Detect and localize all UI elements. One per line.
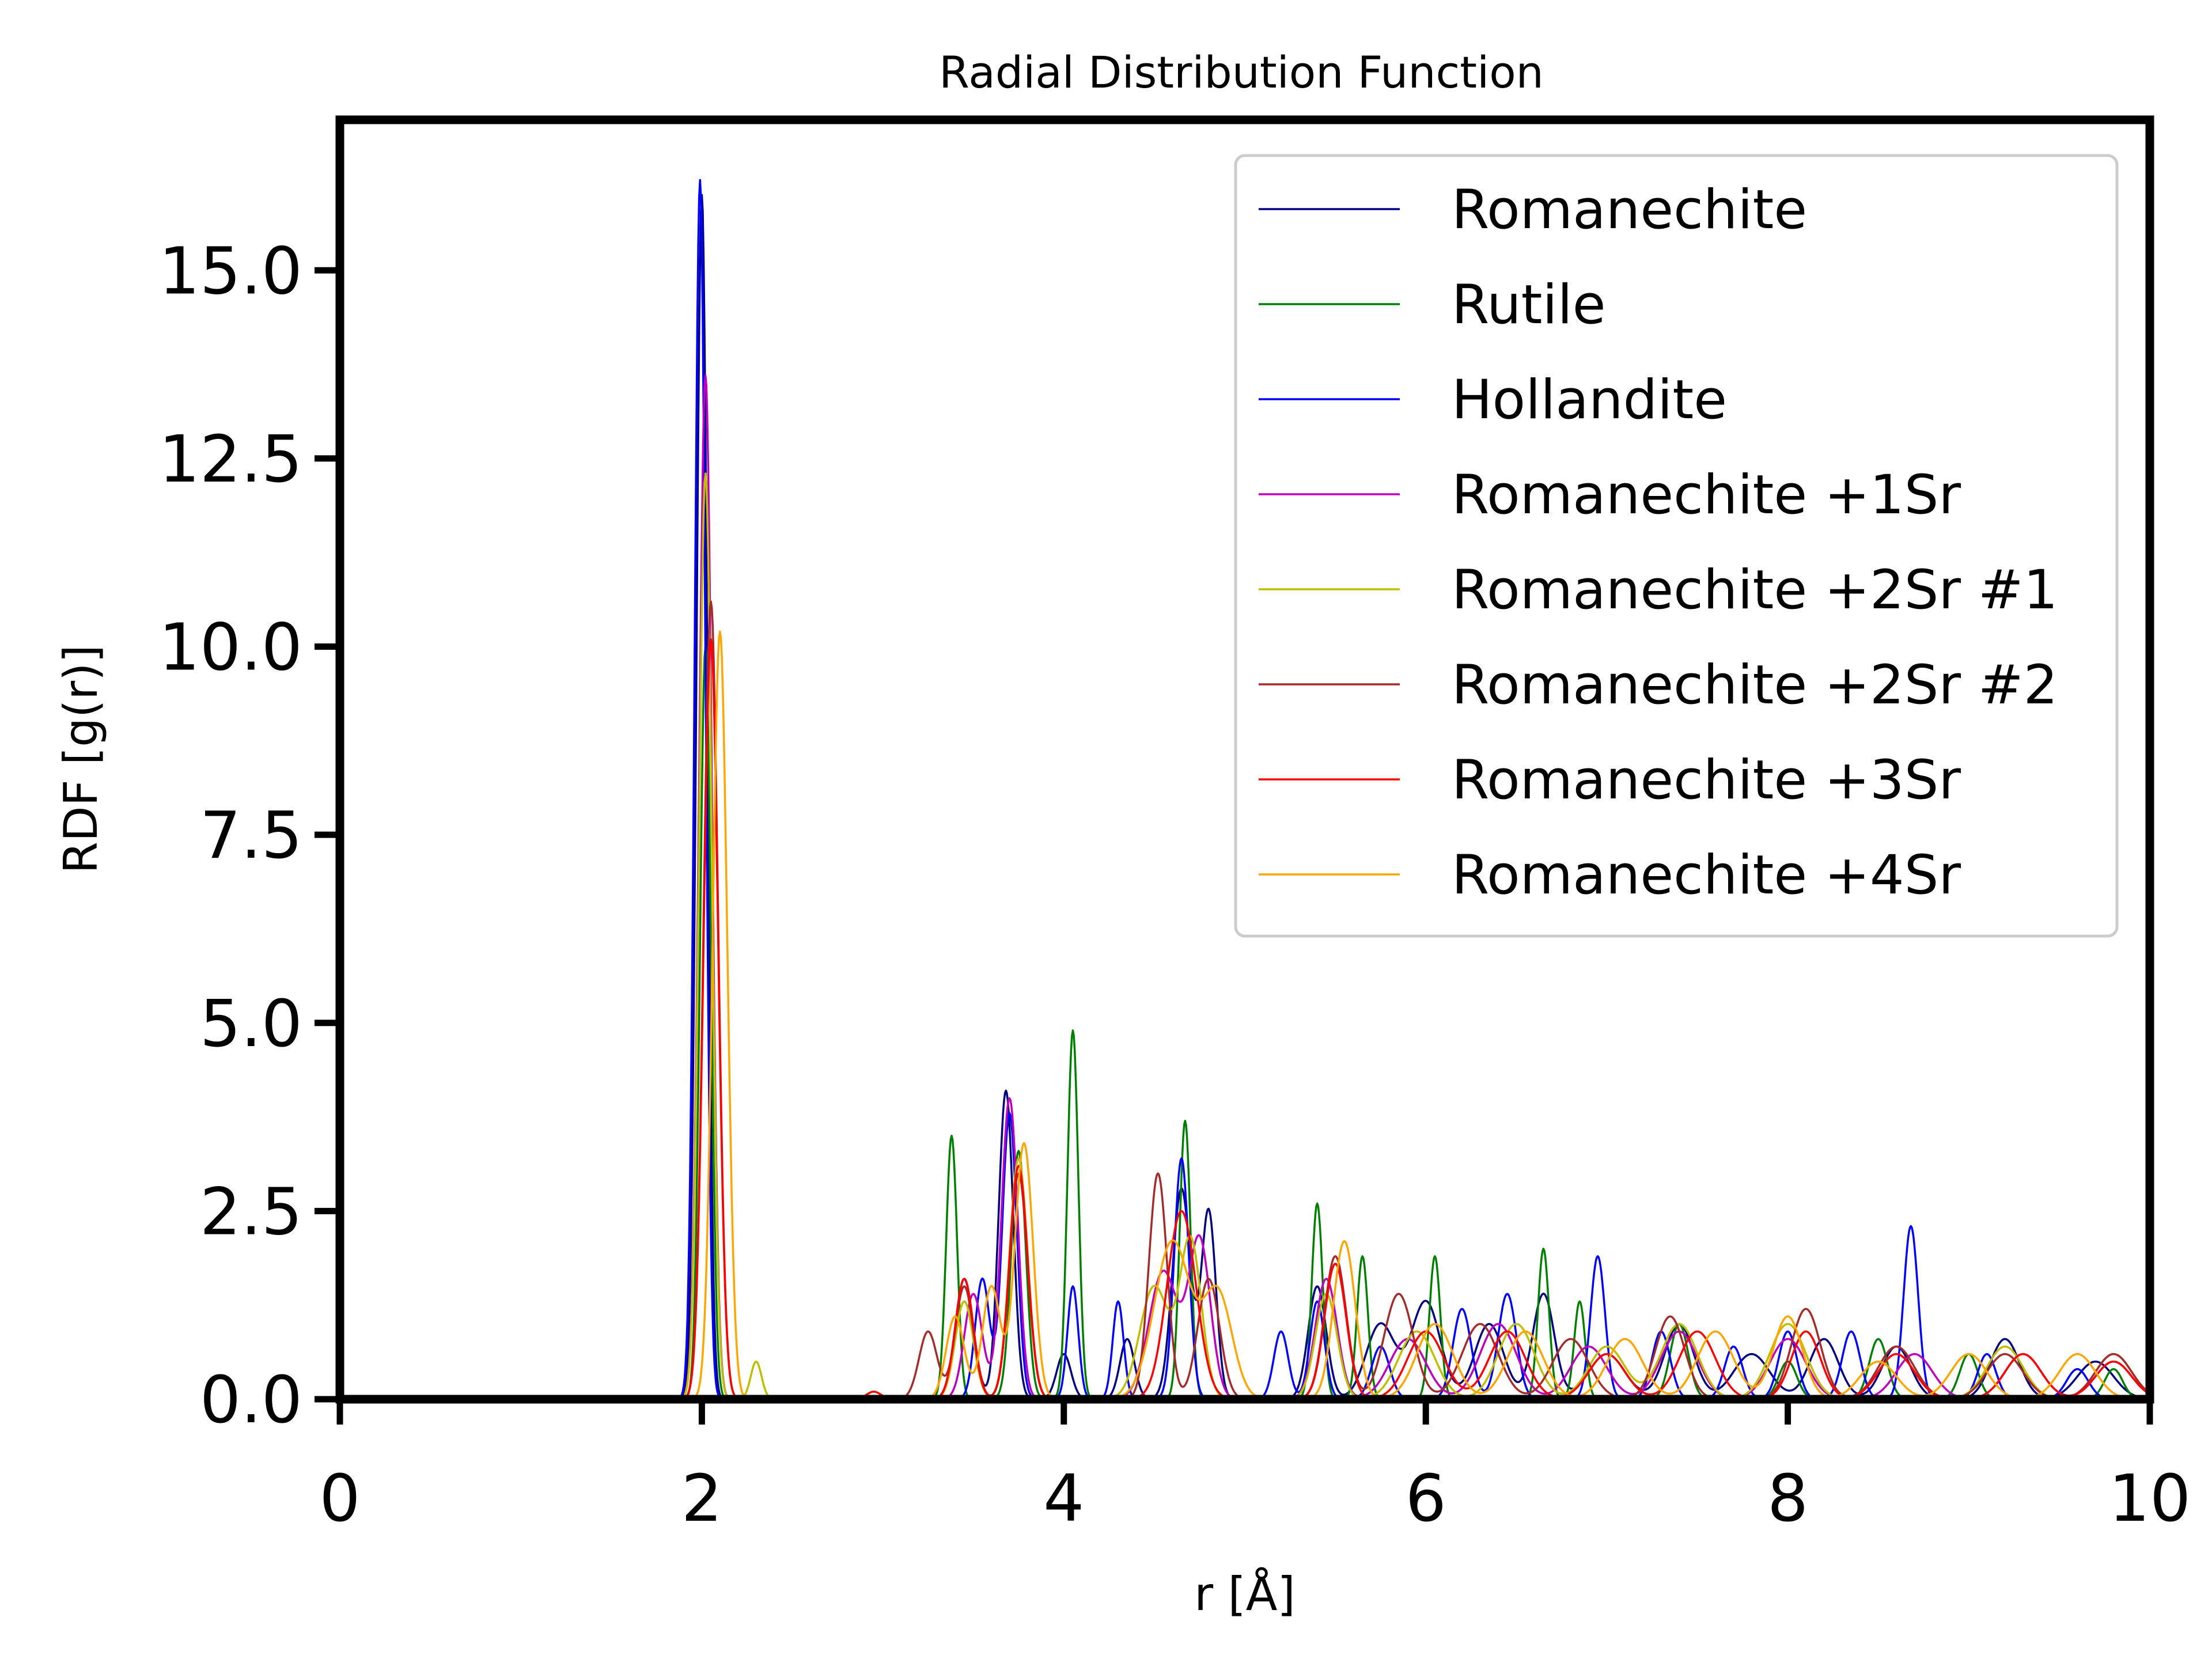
legend-label-8: Romanechite +4Sr <box>1452 844 1961 907</box>
legend-label-3: Hollandite <box>1452 369 1727 431</box>
y-tick-label: 15.0 <box>159 234 302 309</box>
x-tick-label: 10 <box>2109 1461 2191 1536</box>
x-tick-label: 2 <box>681 1461 722 1536</box>
y-tick-label: 12.5 <box>159 422 302 497</box>
legend-box <box>1234 154 2119 938</box>
y-tick-label: 0.0 <box>200 1363 302 1438</box>
legend-label-2: Rutile <box>1452 274 1606 336</box>
x-tick-label: 6 <box>1406 1461 1446 1536</box>
x-tick-label: 8 <box>1767 1461 1808 1536</box>
y-tick-label: 7.5 <box>200 798 302 873</box>
chart-title: Radial Distribution Function <box>939 47 1544 98</box>
ticks-layer: 0 2 4 6 8 10 0.0 2.5 5.0 7.5 10.0 12.5 15.0 <box>159 234 2191 1536</box>
y-tick-label: 5.0 <box>200 987 302 1062</box>
legend: Romanechite Rutile Hollandite Romanechite +… <box>1234 154 2119 938</box>
legend-entries: Romanechite Rutile Hollandite Romanechite +… <box>1259 179 2058 907</box>
axes-frame <box>335 115 2154 1404</box>
y-tick-label: 2.5 <box>200 1175 302 1249</box>
legend-label-1: Romanechite <box>1452 179 1807 241</box>
legend-label-7: Romanechite +3Sr <box>1452 749 1961 812</box>
legend-label-6: Romanechite +2Sr #2 <box>1452 654 2058 717</box>
legend-label-4: Romanechite +1Sr <box>1452 464 1961 527</box>
legend-label-5: Romanechite +2Sr #1 <box>1452 559 2058 622</box>
x-tick-label: 4 <box>1043 1461 1084 1536</box>
x-tick-label: 0 <box>319 1461 360 1536</box>
y-axis-label: RDF [g(r)] <box>54 645 108 873</box>
x-axis-label: r [Å] <box>1194 1567 1295 1621</box>
y-tick-label: 10.0 <box>159 611 302 685</box>
